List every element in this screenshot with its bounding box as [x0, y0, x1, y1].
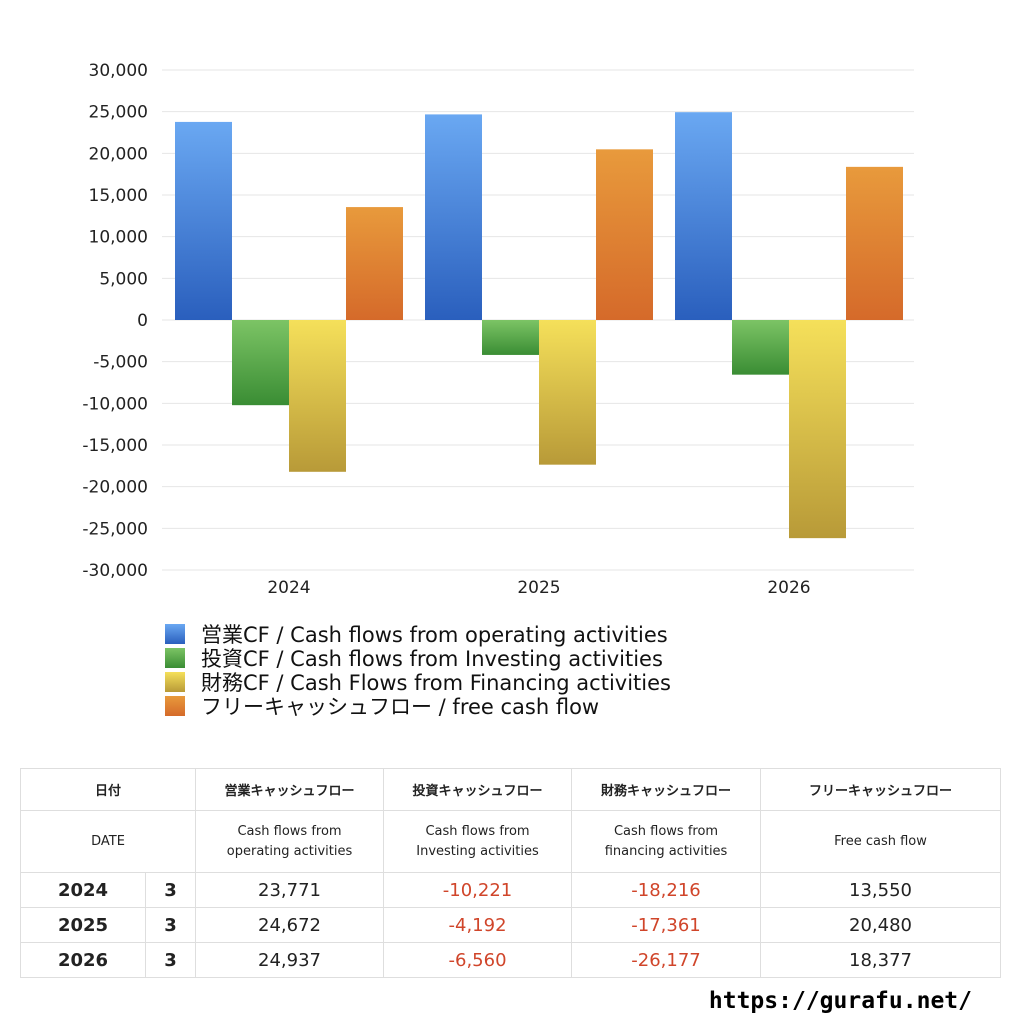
legend-swatch-free-cash-flow	[165, 696, 185, 716]
bar-investing-2024	[232, 320, 289, 406]
x-category-label: 2026	[767, 578, 810, 598]
bar-investing-2026	[732, 320, 789, 375]
cell-financing: -17,361	[571, 907, 762, 943]
header-investing-jp: 投資キャッシュフロー	[383, 768, 573, 811]
cell-operating: 23,771	[195, 872, 385, 908]
y-tick-label: -30,000	[82, 561, 148, 581]
y-tick-label: -15,000	[82, 436, 148, 456]
cell-investing: -4,192	[383, 907, 573, 943]
legend-swatch-operating	[165, 624, 185, 644]
bar-free-cash-flow-2024	[346, 207, 403, 320]
table-header-row-en: DATE Cash flows from operating activitie…	[19, 810, 1002, 873]
bar-financing-2025	[539, 320, 596, 465]
row-month: 3	[144, 872, 197, 908]
cell-financing: -18,216	[571, 872, 762, 908]
cash-flow-table: 日付 営業キャッシュフロー 投資キャッシュフロー 財務キャッシュフロー フリーキ…	[19, 768, 1002, 978]
y-tick-label: 10,000	[89, 228, 148, 248]
cell-investing: -10,221	[383, 872, 573, 908]
table-row: 2026 3 24,937 -6,560 -26,177 18,377	[20, 942, 1002, 978]
header-operating-jp: 営業キャッシュフロー	[195, 768, 385, 811]
header-financing-jp: 財務キャッシュフロー	[571, 768, 762, 811]
y-tick-label: -20,000	[82, 478, 148, 498]
cell-free-cash-flow: 13,550	[760, 872, 1002, 908]
cell-free-cash-flow: 20,480	[760, 907, 1002, 943]
header-operating-en: Cash flows from operating activities	[195, 810, 385, 873]
table-row: 2024 3 23,771 -10,221 -18,216 13,550	[20, 872, 1002, 908]
legend-label-free-cash-flow: フリーキャッシュフロー / free cash flow	[201, 695, 600, 719]
y-axis-ticks: 30,000 25,000 20,000 15,000 10,000 5,000 0 -5,0…	[82, 61, 148, 581]
bar-operating-2025	[425, 114, 482, 321]
site-url[interactable]: https://gurafu.net/	[708, 988, 972, 1014]
cell-free-cash-flow: 18,377	[760, 942, 1002, 978]
y-tick-label: -25,000	[82, 519, 148, 539]
bar-operating-2026	[675, 112, 732, 320]
legend-label-investing: 投資CF / Cash flows from Investing activit…	[201, 647, 663, 671]
legend-item-operating: 営業CF / Cash flows from operating activit…	[165, 622, 671, 647]
x-category-label: 2025	[517, 578, 560, 598]
table-header-row-jp: 日付 営業キャッシュフロー 投資キャッシュフロー 財務キャッシュフロー フリーキ…	[19, 768, 1002, 811]
y-tick-label: 25,000	[89, 103, 148, 123]
table-row: 2025 3 24,672 -4,192 -17,361 20,480	[20, 907, 1002, 943]
header-free-cash-flow-jp: フリーキャッシュフロー	[760, 768, 1002, 811]
legend: 営業CF / Cash flows from operating activit…	[165, 622, 671, 719]
y-tick-label: -10,000	[82, 394, 148, 414]
x-category-label: 2024	[267, 578, 310, 598]
header-date-en: DATE	[19, 810, 197, 873]
cell-operating: 24,937	[195, 942, 385, 978]
legend-item-free-cash-flow: フリーキャッシュフロー / free cash flow	[165, 694, 671, 719]
bars	[175, 112, 903, 539]
header-free-cash-flow-en: Free cash flow	[760, 810, 1002, 873]
legend-label-operating: 営業CF / Cash flows from operating activit…	[201, 623, 668, 647]
bar-financing-2024	[289, 320, 346, 472]
row-year: 2026	[20, 942, 146, 978]
row-year: 2025	[20, 907, 146, 943]
y-tick-label: 0	[137, 311, 148, 331]
row-month: 3	[144, 907, 197, 943]
x-axis-categories: 2024 2025 2026	[267, 578, 810, 598]
header-investing-en: Cash flows from Investing activities	[383, 810, 573, 873]
row-year: 2024	[20, 872, 146, 908]
y-tick-label: 20,000	[89, 144, 148, 164]
y-tick-label: 15,000	[89, 186, 148, 206]
header-financing-en: Cash flows from financing activities	[571, 810, 762, 873]
cell-financing: -26,177	[571, 942, 762, 978]
bar-investing-2025	[482, 320, 539, 355]
legend-swatch-investing	[165, 648, 185, 668]
row-month: 3	[144, 942, 197, 978]
y-tick-label: 5,000	[99, 269, 148, 289]
legend-item-investing: 投資CF / Cash flows from Investing activit…	[165, 646, 671, 671]
y-tick-label: -5,000	[93, 353, 148, 373]
bar-operating-2024	[175, 121, 232, 321]
bar-free-cash-flow-2025	[596, 149, 653, 320]
cash-flow-bar-chart: 30,000 25,000 20,000 15,000 10,000 5,000 0 -5,0…	[82, 61, 914, 598]
gridlines	[162, 69, 914, 571]
bar-financing-2026	[789, 320, 846, 539]
legend-label-financing: 財務CF / Cash Flows from Financing activit…	[201, 671, 671, 695]
y-tick-label: 30,000	[89, 61, 148, 81]
header-date-jp: 日付	[19, 768, 197, 811]
bar-free-cash-flow-2026	[846, 166, 903, 320]
legend-swatch-financing	[165, 672, 185, 692]
legend-item-financing: 財務CF / Cash Flows from Financing activit…	[165, 670, 671, 695]
cell-investing: -6,560	[383, 942, 573, 978]
cell-operating: 24,672	[195, 907, 385, 943]
